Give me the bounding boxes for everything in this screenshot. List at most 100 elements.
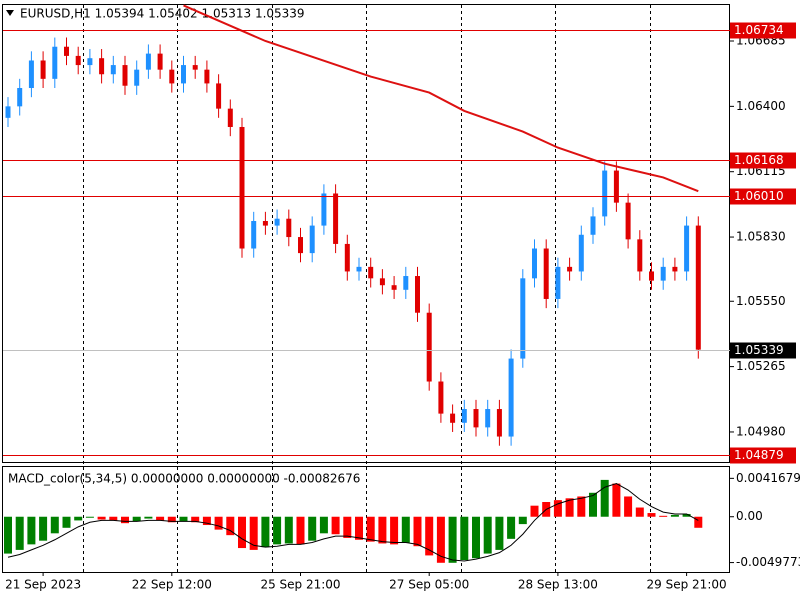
macd-bar: [85, 516, 94, 518]
indicator-title: MACD_color(5,34,5) 0.00000000 0.00000000…: [8, 472, 360, 486]
candle-body: [344, 243, 350, 272]
candle-body: [227, 108, 233, 127]
macd-bar: [413, 516, 422, 547]
macd-bar: [600, 479, 609, 517]
candle-body: [590, 216, 596, 235]
macd-bar: [343, 516, 352, 538]
candle-body: [192, 65, 198, 70]
macd-bar: [518, 516, 527, 525]
candle-body: [660, 266, 666, 281]
macd-bar: [156, 516, 165, 521]
candle-body: [532, 248, 537, 279]
macd-bar: [460, 516, 469, 561]
macd-bar: [121, 516, 129, 524]
candle-body: [157, 53, 163, 70]
macd-bar: [261, 516, 270, 548]
candle-body: [567, 266, 573, 272]
macd-bar: [425, 516, 434, 556]
level-label-box: [730, 152, 796, 169]
macd-bar: [694, 516, 703, 528]
candle-body: [637, 239, 643, 272]
candle-body: [286, 218, 292, 238]
macd-bar: [214, 516, 223, 530]
candle-body: [17, 88, 23, 107]
candle-body: [251, 221, 257, 249]
chart-title: EURUSD,H1 1.05394 1.05402 1.05313 1.0533…: [20, 7, 305, 21]
candle-body: [403, 276, 409, 290]
x-tick-label: 22 Sep 12:00: [132, 578, 212, 592]
candle-body: [450, 413, 456, 423]
candle-body: [391, 285, 397, 290]
candle-body: [169, 69, 175, 84]
candle-body: [333, 193, 339, 244]
macd-bar: [577, 496, 586, 517]
last-price-box: [730, 342, 796, 359]
macd-bar: [331, 516, 340, 535]
moving-average: [183, 4, 699, 193]
x-tick-label: 21 Sep 2023: [5, 578, 81, 592]
level-label-box: [730, 188, 796, 205]
candle-body: [473, 409, 479, 428]
level-label: 1.04879: [734, 448, 784, 462]
candle-body: [122, 65, 128, 86]
candle-body: [52, 46, 58, 79]
y-tick-label: 1.05550: [736, 294, 786, 308]
y-tick-label: 0.0041679: [736, 471, 800, 485]
candle-body: [99, 58, 105, 75]
macd-bar: [378, 516, 387, 544]
candle-body: [368, 266, 374, 279]
candle-body: [461, 409, 467, 423]
candle-body: [520, 278, 526, 359]
macd-bar: [530, 505, 539, 517]
y-tick-label: 1.05265: [736, 359, 786, 373]
macd-panel: [2, 466, 730, 573]
x-tick-label: 25 Sep 21:00: [260, 578, 340, 592]
y-tick-label: -0.0049773: [736, 555, 800, 569]
macd-bar: [507, 516, 516, 539]
macd-bar: [589, 492, 597, 517]
macd-bar: [483, 516, 492, 554]
macd-bar: [472, 516, 480, 559]
macd-bar: [624, 496, 633, 517]
candle-body: [496, 409, 502, 437]
macd-bar: [647, 513, 656, 517]
candle-body: [40, 60, 46, 79]
candle-body: [684, 225, 690, 272]
level-label-box: [730, 22, 796, 39]
level-label-box: [730, 447, 796, 464]
macd-bar: [635, 507, 644, 517]
macd-bar: [390, 516, 399, 545]
candle-body: [298, 237, 303, 254]
macd-bar: [612, 483, 621, 517]
candle-body: [625, 202, 631, 240]
macd-bar: [109, 516, 118, 521]
candle-body: [309, 225, 315, 254]
macd-bar: [144, 516, 153, 519]
macd-bar: [401, 516, 410, 543]
y-tick-label: 1.05830: [736, 230, 786, 244]
candle-body: [181, 65, 186, 84]
candle-body: [438, 381, 444, 414]
candle-body: [64, 46, 69, 56]
signal-line: [7, 483, 699, 562]
macd-bar: [553, 500, 562, 517]
candle-body: [274, 218, 280, 226]
candle-body: [508, 358, 514, 437]
macd-bar: [436, 516, 445, 563]
macd-bar: [296, 516, 305, 545]
macd-bar: [97, 516, 106, 520]
level-label: 1.06734: [734, 23, 784, 37]
candle-body: [672, 266, 678, 272]
candle-body: [415, 276, 420, 313]
macd-bar: [167, 516, 176, 523]
macd-bar: [355, 516, 363, 540]
macd-bar: [4, 516, 12, 554]
macd-bar: [249, 516, 258, 550]
dropdown-icon[interactable]: [6, 10, 14, 16]
macd-bar: [132, 516, 141, 522]
macd-bar: [284, 516, 293, 544]
macd-bar: [682, 513, 691, 517]
candle-body: [75, 55, 81, 66]
macd-bar: [27, 516, 36, 545]
